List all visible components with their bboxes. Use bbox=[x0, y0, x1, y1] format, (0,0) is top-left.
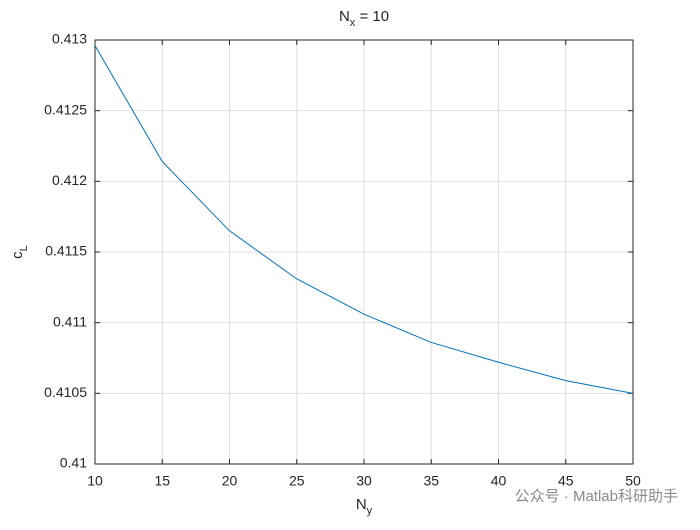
watermark: 公众号 · Matlab科研助手 bbox=[515, 488, 678, 505]
y-tick-label: 0.411 bbox=[53, 313, 87, 329]
axes-box bbox=[94, 39, 634, 465]
y-tick-label: 0.412 bbox=[52, 172, 87, 188]
y-tick-label: 0.4105 bbox=[44, 384, 87, 400]
x-tick-label: 20 bbox=[222, 473, 238, 489]
y-label-sub: L bbox=[18, 245, 30, 251]
x-tick-label: 40 bbox=[491, 473, 507, 489]
x-label-base: N bbox=[356, 496, 367, 513]
x-tick-label: 45 bbox=[558, 473, 574, 489]
chart-title: Nx = 10 bbox=[339, 8, 389, 29]
x-tick-label: 25 bbox=[289, 473, 305, 489]
x-tick-label: 10 bbox=[87, 473, 103, 489]
y-label-base: c bbox=[9, 251, 26, 259]
x-axis-label: Ny bbox=[356, 496, 373, 517]
title-base: N bbox=[339, 8, 350, 25]
x-tick-label: 15 bbox=[154, 473, 170, 489]
y-tick-label: 0.4125 bbox=[44, 101, 87, 117]
title-rest: = 10 bbox=[355, 8, 389, 25]
x-label-sub: y bbox=[367, 505, 373, 517]
x-tick-label: 35 bbox=[423, 473, 439, 489]
x-tick-label: 50 bbox=[625, 473, 641, 489]
title-sub: x bbox=[350, 17, 356, 29]
y-tick-label: 0.4115 bbox=[45, 243, 87, 259]
y-tick-label: 0.413 bbox=[52, 31, 87, 47]
x-tick-label: 30 bbox=[356, 473, 372, 489]
y-tick-label: 0.41 bbox=[60, 455, 87, 471]
data-line bbox=[94, 45, 634, 394]
y-axis-label: cL bbox=[9, 245, 30, 259]
